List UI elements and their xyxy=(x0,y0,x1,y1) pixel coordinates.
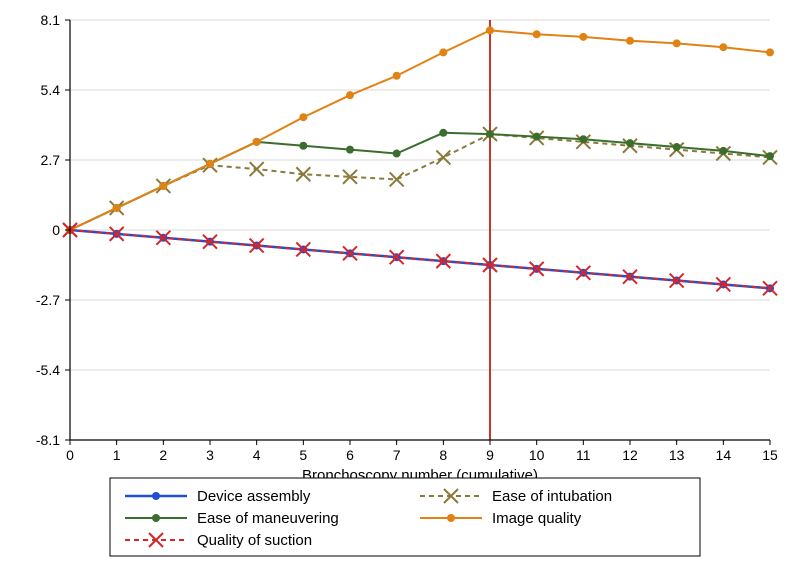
data-marker xyxy=(113,204,121,212)
legend-label: Quality of suction xyxy=(197,532,312,549)
x-tick-label: 4 xyxy=(253,447,261,463)
data-marker xyxy=(719,43,727,51)
data-marker xyxy=(486,130,494,138)
x-tick-label: 2 xyxy=(159,447,167,463)
data-marker xyxy=(579,135,587,143)
x-tick-label: 9 xyxy=(486,447,494,463)
data-marker xyxy=(346,91,354,99)
x-tick-label: 14 xyxy=(716,447,732,463)
x-tick-label: 13 xyxy=(669,447,685,463)
line-chart: 0123456789101112131415-8.1-5.4-2.702.75.… xyxy=(0,0,796,567)
data-marker xyxy=(447,514,455,522)
x-tick-label: 15 xyxy=(762,447,778,463)
x-tick-label: 10 xyxy=(529,447,545,463)
x-tick-label: 12 xyxy=(622,447,638,463)
data-marker xyxy=(533,30,541,38)
data-marker xyxy=(766,152,774,160)
data-marker xyxy=(253,138,261,146)
data-marker xyxy=(439,129,447,137)
x-tick-label: 5 xyxy=(299,447,307,463)
data-marker xyxy=(299,113,307,121)
data-marker xyxy=(766,48,774,56)
data-marker xyxy=(346,146,354,154)
x-tick-label: 3 xyxy=(206,447,214,463)
x-tick-label: 6 xyxy=(346,447,354,463)
data-marker xyxy=(626,139,634,147)
data-marker xyxy=(673,143,681,151)
x-tick-label: 1 xyxy=(113,447,121,463)
data-marker xyxy=(626,37,634,45)
x-tick-label: 0 xyxy=(66,447,74,463)
y-tick-label: 5.4 xyxy=(41,82,61,98)
y-tick-label: -5.4 xyxy=(36,362,60,378)
y-tick-label: 2.7 xyxy=(41,152,61,168)
y-tick-label: -8.1 xyxy=(36,432,60,448)
data-marker xyxy=(673,39,681,47)
data-marker xyxy=(152,514,160,522)
y-tick-label: 0 xyxy=(52,222,60,238)
data-marker xyxy=(393,72,401,80)
legend-label: Image quality xyxy=(492,510,582,527)
legend-label: Device assembly xyxy=(197,488,311,505)
data-marker xyxy=(206,160,214,168)
x-tick-label: 8 xyxy=(439,447,447,463)
data-marker xyxy=(579,33,587,41)
y-tick-label: 8.1 xyxy=(41,12,61,28)
data-marker xyxy=(299,142,307,150)
legend-label: Ease of maneuvering xyxy=(197,510,339,527)
data-marker xyxy=(159,182,167,190)
x-tick-label: 11 xyxy=(576,447,591,463)
legend-label: Ease of intubation xyxy=(492,488,612,505)
x-tick-label: 7 xyxy=(393,447,401,463)
data-marker xyxy=(533,133,541,141)
data-marker xyxy=(719,147,727,155)
data-marker xyxy=(439,48,447,56)
data-marker xyxy=(152,492,160,500)
data-marker xyxy=(393,150,401,158)
chart-container: { "chart": { "type": "line", "width": 79… xyxy=(0,0,796,567)
y-tick-label: -2.7 xyxy=(36,292,60,308)
data-marker xyxy=(486,26,494,34)
